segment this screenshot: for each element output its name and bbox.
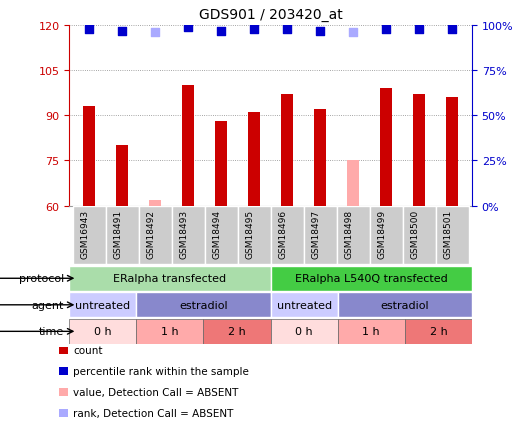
Bar <box>304 206 337 265</box>
Bar <box>271 293 338 318</box>
Bar <box>248 113 260 206</box>
Text: ERalpha L540Q transfected: ERalpha L540Q transfected <box>295 274 448 283</box>
Text: GSM16943: GSM16943 <box>80 209 89 258</box>
Bar <box>139 206 171 265</box>
Text: estradiol: estradiol <box>381 300 429 310</box>
Bar <box>403 206 436 265</box>
Text: GSM18493: GSM18493 <box>179 209 188 258</box>
Text: estradiol: estradiol <box>179 300 228 310</box>
Text: GSM18499: GSM18499 <box>377 209 386 258</box>
Point <box>448 26 456 33</box>
Bar <box>337 206 370 265</box>
Text: 2 h: 2 h <box>228 327 246 336</box>
Title: GDS901 / 203420_at: GDS901 / 203420_at <box>199 8 343 22</box>
Bar <box>271 206 304 265</box>
Bar <box>271 266 472 291</box>
Bar <box>338 293 472 318</box>
Text: untreated: untreated <box>75 300 130 310</box>
Bar <box>83 107 95 206</box>
Point <box>415 26 423 33</box>
Text: time: time <box>39 327 64 336</box>
Bar <box>436 206 469 265</box>
Bar <box>69 293 136 318</box>
Text: 1 h: 1 h <box>161 327 179 336</box>
Bar <box>314 110 326 206</box>
Bar <box>204 319 271 344</box>
Bar <box>380 89 392 206</box>
Text: GSM18497: GSM18497 <box>311 209 320 258</box>
Text: GSM18501: GSM18501 <box>443 209 452 258</box>
Bar <box>136 319 204 344</box>
Point <box>118 28 126 35</box>
Bar <box>271 319 338 344</box>
Point <box>217 28 225 35</box>
Bar <box>405 319 472 344</box>
Bar <box>347 161 359 206</box>
Bar <box>281 95 293 206</box>
Bar <box>182 86 194 206</box>
Bar <box>136 293 271 318</box>
Text: ERalpha transfected: ERalpha transfected <box>113 274 227 283</box>
Point <box>283 26 291 33</box>
Text: percentile rank within the sample: percentile rank within the sample <box>73 367 249 376</box>
Point <box>151 30 159 37</box>
Bar <box>106 206 139 265</box>
Text: GSM18494: GSM18494 <box>212 209 221 258</box>
Bar <box>69 319 136 344</box>
Bar <box>238 206 271 265</box>
Text: GSM18491: GSM18491 <box>113 209 122 258</box>
Text: GSM18500: GSM18500 <box>410 209 419 258</box>
Bar <box>215 122 227 206</box>
Bar <box>171 206 205 265</box>
Bar <box>446 98 458 206</box>
Text: GSM18492: GSM18492 <box>146 209 155 258</box>
Text: value, Detection Call = ABSENT: value, Detection Call = ABSENT <box>73 388 239 397</box>
Text: count: count <box>73 346 103 355</box>
Point <box>250 26 258 33</box>
Point <box>316 28 324 35</box>
Bar <box>69 266 271 291</box>
Text: GSM18498: GSM18498 <box>344 209 353 258</box>
Text: 1 h: 1 h <box>363 327 380 336</box>
Bar <box>116 146 128 206</box>
Text: GSM18496: GSM18496 <box>278 209 287 258</box>
Bar <box>413 95 425 206</box>
Text: untreated: untreated <box>277 300 332 310</box>
Text: rank, Detection Call = ABSENT: rank, Detection Call = ABSENT <box>73 408 234 418</box>
Bar <box>72 206 106 265</box>
Text: 0 h: 0 h <box>295 327 313 336</box>
Text: agent: agent <box>32 300 64 310</box>
Bar <box>338 319 405 344</box>
Bar <box>149 200 161 206</box>
Text: GSM18495: GSM18495 <box>245 209 254 258</box>
Text: 0 h: 0 h <box>94 327 112 336</box>
Point <box>349 30 357 37</box>
Text: 2 h: 2 h <box>429 327 447 336</box>
Point <box>184 24 192 31</box>
Point <box>382 26 390 33</box>
Point <box>85 26 93 33</box>
Bar <box>205 206 238 265</box>
Bar <box>370 206 403 265</box>
Text: protocol: protocol <box>19 274 64 283</box>
